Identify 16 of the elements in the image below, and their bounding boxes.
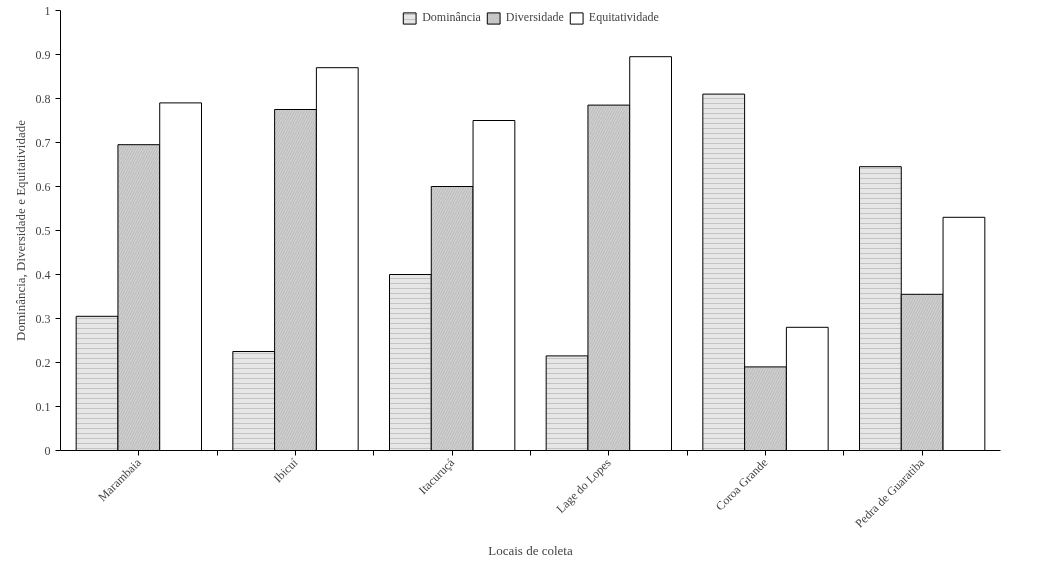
y-tick-label: 0.2 <box>35 355 51 370</box>
x-axis-title: Locais de coleta <box>488 543 573 559</box>
y-tick-label: 0 <box>44 443 51 458</box>
y-tick-label: 0.3 <box>35 311 51 326</box>
y-tick-label: 0.4 <box>35 267 51 282</box>
y-axis-title: Dominância, Diversidade e Equitatividade <box>12 119 28 341</box>
y-tick-label: 0.9 <box>35 47 51 62</box>
y-tick-label: 0.7 <box>35 135 51 150</box>
y-tick-label: 0.1 <box>35 399 51 414</box>
legend-label: Equitatividade <box>588 10 659 25</box>
legend-label: Diversidade <box>505 10 564 25</box>
legend-label: Dominância <box>422 10 481 25</box>
y-tick-label: 0.8 <box>35 91 51 106</box>
y-tick-label: 1 <box>44 3 51 18</box>
y-tick-label: 0.6 <box>35 179 51 194</box>
y-tick-label: 0.5 <box>35 223 51 238</box>
